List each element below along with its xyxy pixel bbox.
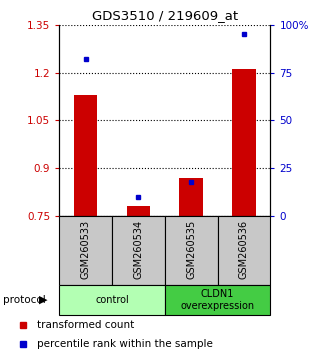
Bar <box>179 178 203 216</box>
Text: transformed count: transformed count <box>37 320 134 330</box>
Bar <box>112 216 165 285</box>
Text: GSM260535: GSM260535 <box>186 219 196 279</box>
Text: ▶: ▶ <box>39 295 47 305</box>
Bar <box>59 216 112 285</box>
Bar <box>59 285 165 315</box>
Bar <box>126 206 150 216</box>
Text: GSM260534: GSM260534 <box>133 219 143 279</box>
Text: control: control <box>95 295 129 305</box>
Bar <box>165 285 270 315</box>
Bar <box>232 69 256 216</box>
Text: CLDN1
overexpression: CLDN1 overexpression <box>180 289 255 311</box>
Bar <box>165 216 218 285</box>
Text: GSM260533: GSM260533 <box>81 219 91 279</box>
Text: protocol: protocol <box>3 295 46 305</box>
Bar <box>218 216 270 285</box>
Text: percentile rank within the sample: percentile rank within the sample <box>37 339 213 349</box>
Title: GDS3510 / 219609_at: GDS3510 / 219609_at <box>92 9 238 22</box>
Bar <box>74 95 98 216</box>
Text: GSM260536: GSM260536 <box>239 219 249 279</box>
